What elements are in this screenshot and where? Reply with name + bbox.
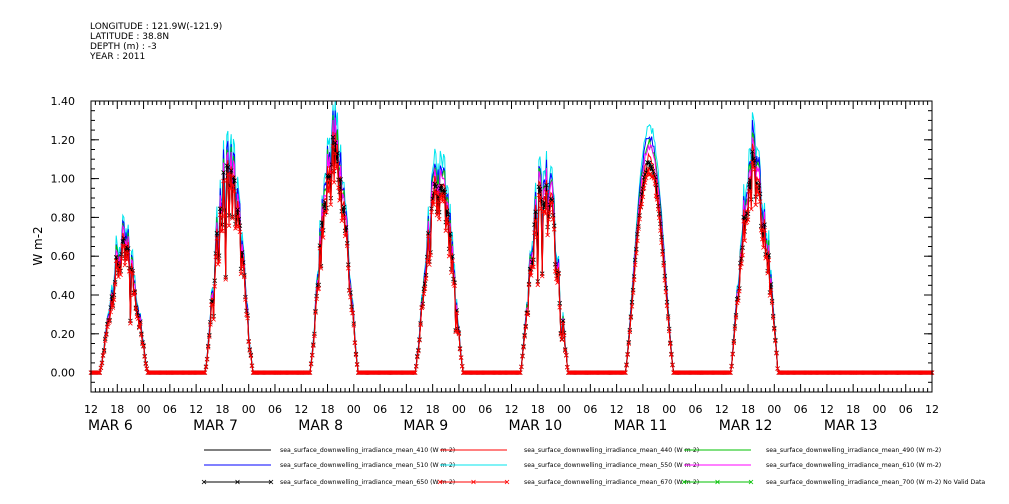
legend-marker bbox=[201, 479, 207, 485]
series-line bbox=[91, 145, 932, 374]
x-tick-label: 00 bbox=[662, 403, 676, 416]
legend-entry-label: sea_surface_downwelling_irradiance_mean_… bbox=[280, 462, 455, 469]
x-tick-label: 18 bbox=[426, 403, 440, 416]
y-tick-label: 1.20 bbox=[51, 134, 76, 147]
x-tick-label: 12 bbox=[610, 403, 624, 416]
legend-marker bbox=[715, 479, 720, 485]
legend-marker bbox=[504, 479, 510, 485]
x-tick-label: 06 bbox=[478, 403, 492, 416]
x-tick-label: 00 bbox=[137, 403, 151, 416]
y-tick-label: 0.40 bbox=[51, 289, 76, 302]
x-tick-label: 18 bbox=[846, 403, 860, 416]
x-date-label: MAR 12 bbox=[719, 418, 773, 434]
x-tick-label: 12 bbox=[294, 403, 308, 416]
legend-marker bbox=[235, 479, 240, 485]
x-tick-label: 18 bbox=[741, 403, 755, 416]
x-tick-label: 06 bbox=[268, 403, 282, 416]
x-date-label: MAR 7 bbox=[193, 418, 238, 434]
x-tick-label: 06 bbox=[794, 403, 808, 416]
x-date-label: MAR 9 bbox=[403, 418, 448, 434]
legend-entry-label: sea_surface_downwelling_irradiance_mean_… bbox=[766, 479, 985, 486]
x-tick-label: 12 bbox=[925, 403, 939, 416]
x-tick-label: 00 bbox=[557, 403, 571, 416]
depth-label: DEPTH (m) : -3 bbox=[90, 42, 157, 52]
x-tick-label: 00 bbox=[872, 403, 886, 416]
legend-marker bbox=[748, 479, 754, 485]
x-tick-label: 00 bbox=[347, 403, 361, 416]
x-date-label: MAR 6 bbox=[88, 418, 133, 434]
x-date-label: MAR 11 bbox=[614, 418, 668, 434]
x-tick-label: 06 bbox=[373, 403, 387, 416]
longitude-label: LONGITUDE : 121.9W(-121.9) bbox=[90, 22, 223, 32]
y-tick-label: 0.00 bbox=[51, 367, 76, 380]
x-tick-label: 18 bbox=[215, 403, 229, 416]
y-axis-label: W m-2 bbox=[31, 226, 45, 265]
legend-marker bbox=[471, 479, 476, 485]
x-tick-label: 12 bbox=[84, 403, 98, 416]
y-tick-label: 0.80 bbox=[51, 211, 76, 224]
x-tick-label: 12 bbox=[715, 403, 729, 416]
x-tick-label: 18 bbox=[636, 403, 650, 416]
legend-marker bbox=[681, 479, 687, 485]
x-tick-label: 12 bbox=[820, 403, 834, 416]
x-tick-label: 18 bbox=[531, 403, 545, 416]
latitude-label: LATITUDE : 38.8N bbox=[90, 32, 170, 42]
legend-entry-label: sea_surface_downwelling_irradiance_mean_… bbox=[280, 447, 455, 454]
legend-entry-label: sea_surface_downwelling_irradiance_mean_… bbox=[766, 462, 941, 469]
x-tick-label: 12 bbox=[189, 403, 203, 416]
x-date-label: MAR 13 bbox=[824, 418, 878, 434]
x-tick-label: 06 bbox=[163, 403, 177, 416]
x-tick-label: 06 bbox=[688, 403, 702, 416]
legend-entry-label: sea_surface_downwelling_irradiance_mean_… bbox=[280, 479, 455, 486]
x-tick-label: 18 bbox=[110, 403, 124, 416]
x-date-label: MAR 10 bbox=[509, 418, 563, 434]
y-tick-label: 1.40 bbox=[51, 95, 76, 108]
x-tick-label: 06 bbox=[583, 403, 597, 416]
year-label: YEAR : 2011 bbox=[90, 52, 146, 62]
x-tick-label: 12 bbox=[399, 403, 413, 416]
x-tick-label: 12 bbox=[505, 403, 519, 416]
y-tick-label: 0.60 bbox=[51, 250, 76, 263]
x-tick-label: 06 bbox=[899, 403, 913, 416]
legend-entry-label: sea_surface_downwelling_irradiance_mean_… bbox=[524, 462, 699, 469]
x-tick-label: 00 bbox=[242, 403, 256, 416]
y-tick-label: 1.00 bbox=[51, 173, 76, 186]
y-tick-label: 0.20 bbox=[51, 328, 76, 341]
legend-marker bbox=[268, 479, 274, 485]
x-tick-label: 18 bbox=[321, 403, 335, 416]
legend-entry-label: sea_surface_downwelling_irradiance_mean_… bbox=[766, 447, 941, 454]
legend-entry-label: sea_surface_downwelling_irradiance_mean_… bbox=[524, 479, 699, 486]
x-tick-label: 00 bbox=[767, 403, 781, 416]
legend-marker bbox=[437, 479, 443, 485]
x-tick-label: 00 bbox=[452, 403, 466, 416]
plot-frame bbox=[90, 100, 933, 393]
legend-entry-label: sea_surface_downwelling_irradiance_mean_… bbox=[524, 447, 699, 454]
x-date-label: MAR 8 bbox=[298, 418, 343, 434]
